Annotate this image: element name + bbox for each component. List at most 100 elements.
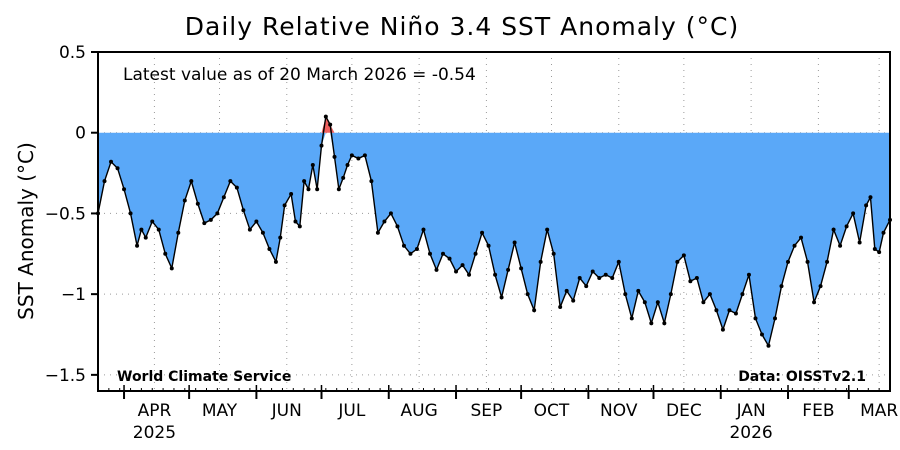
anomaly-data-point: [701, 300, 706, 305]
anomaly-data-point: [707, 292, 712, 297]
anomaly-data-point: [872, 246, 877, 251]
anomaly-data-point: [838, 243, 843, 248]
anomaly-data-point: [273, 259, 278, 264]
x-year-label: 2025: [133, 423, 176, 443]
anomaly-data-point: [681, 253, 686, 258]
anomaly-data-point: [143, 235, 148, 240]
anomaly-data-point: [812, 300, 817, 305]
x-year-label: 2026: [729, 423, 772, 443]
y-tick-label: −0.5: [45, 204, 86, 224]
anomaly-data-point: [551, 251, 556, 256]
anomaly-data-point: [818, 284, 823, 289]
x-month-label: SEP: [471, 401, 503, 421]
anomaly-data-point: [733, 311, 738, 316]
x-month-label: OCT: [534, 401, 570, 421]
anomaly-data-point: [616, 259, 621, 264]
anomaly-data-point: [688, 279, 693, 284]
anomaly-data-point: [473, 251, 478, 256]
anomaly-data-point: [150, 219, 155, 224]
anomaly-data-point: [844, 224, 849, 229]
anomaly-data-point: [128, 211, 133, 216]
anomaly-data-point: [208, 217, 213, 222]
anomaly-data-point: [558, 305, 563, 310]
anomaly-points: [96, 114, 892, 348]
chart-title: Daily Relative Niño 3.4 SST Anomaly (°C): [185, 12, 739, 41]
anomaly-data-point: [382, 219, 387, 224]
anomaly-data-point: [506, 267, 511, 272]
anomaly-data-point: [345, 163, 350, 167]
anomaly-data-point: [302, 179, 307, 184]
anomaly-data-point: [434, 267, 439, 272]
anomaly-data-point: [629, 316, 634, 321]
x-month-label: AUG: [401, 401, 438, 421]
anomaly-line-layer: [97, 114, 891, 348]
anomaly-data-point: [564, 288, 569, 293]
negative-anomaly-fill: [98, 132, 890, 346]
latest-value-annotation: Latest value as of 20 March 2026 = -0.54: [123, 65, 476, 85]
anomaly-data-point: [877, 250, 882, 255]
anomaly-data-point: [241, 208, 246, 213]
anomaly-data-point: [310, 163, 315, 167]
anomaly-data-point: [545, 227, 550, 232]
anomaly-data-point: [336, 187, 341, 192]
anomaly-data-point: [881, 230, 886, 235]
anomaly-data-point: [202, 221, 207, 226]
anomaly-data-point: [714, 308, 719, 313]
y-axis-ticks: 0.5 0 −0.5 −1 −1.5: [45, 43, 98, 386]
anomaly-data-point: [642, 300, 647, 305]
anomaly-data-point: [282, 203, 287, 208]
anomaly-data-point: [122, 187, 127, 192]
anomaly-data-point: [215, 211, 220, 216]
anomaly-data-point: [260, 230, 265, 235]
anomaly-data-point: [623, 292, 628, 297]
anomaly-data-point: [603, 272, 608, 277]
anomaly-data-point: [102, 179, 107, 184]
anomaly-data-point: [362, 153, 367, 158]
x-month-label: JUN: [271, 401, 302, 421]
anomaly-data-point: [519, 266, 524, 271]
anomaly-data-point: [267, 246, 272, 251]
anomaly-data-point: [135, 243, 140, 248]
anomaly-data-point: [851, 211, 856, 216]
anomaly-data-point: [254, 219, 259, 224]
plot-frame: [97, 51, 891, 392]
anomaly-data-point: [414, 246, 419, 251]
anomaly-data-point: [375, 230, 380, 235]
anomaly-data-point: [532, 308, 537, 313]
anomaly-data-point: [779, 284, 784, 289]
anomaly-data-point: [792, 243, 797, 248]
anomaly-data-point: [139, 227, 144, 232]
anomaly-data-point: [480, 230, 485, 235]
anomaly-data-point: [332, 154, 337, 159]
anomaly-data-point: [831, 227, 836, 232]
anomaly-data-point: [805, 259, 810, 264]
anomaly-data-point: [636, 288, 641, 293]
anomaly-data-point: [649, 321, 654, 326]
anomaly-data-point: [799, 235, 804, 240]
anomaly-data-point: [401, 243, 406, 248]
anomaly-data-point: [668, 292, 673, 297]
source-credit-left: World Climate Service: [117, 369, 291, 385]
anomaly-data-point: [825, 259, 830, 264]
anomaly-data-point: [868, 195, 873, 200]
anomaly-data-point: [577, 276, 582, 280]
y-tick-label: −1: [61, 285, 86, 305]
y-axis-label: SST Anomaly (°C): [14, 142, 38, 320]
anomaly-data-point: [727, 308, 732, 313]
anomaly-data-point: [176, 230, 181, 235]
y-tick-label: 0: [75, 124, 86, 144]
anomaly-data-point: [610, 276, 615, 280]
anomaly-data-point: [189, 179, 194, 184]
y-tick-label: −1.5: [45, 366, 86, 386]
anomaly-data-point: [467, 272, 472, 277]
anomaly-data-point: [460, 263, 465, 268]
y-tick-label: 0.5: [59, 43, 86, 63]
anomaly-data-point: [341, 175, 346, 180]
anomaly-data-point: [247, 227, 252, 232]
anomaly-data-point: [388, 211, 393, 216]
anomaly-data-point: [590, 269, 595, 274]
anomaly-data-point: [182, 198, 187, 203]
